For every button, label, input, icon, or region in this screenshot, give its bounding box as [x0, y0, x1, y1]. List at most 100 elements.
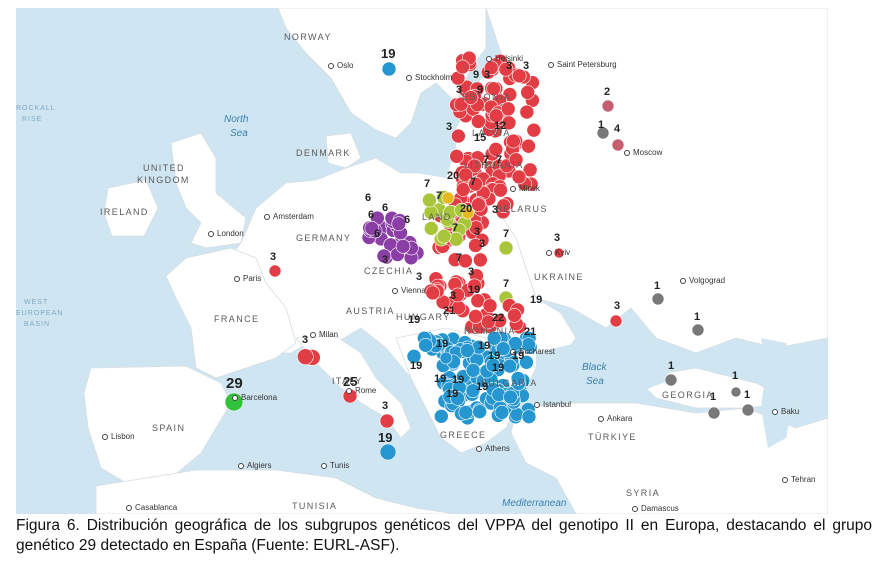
marker-group-3-paris[interactable] — [268, 264, 282, 278]
marker-group-3[interactable] — [520, 85, 536, 100]
marker-group-7[interactable] — [498, 240, 514, 256]
marker-group-19[interactable] — [494, 405, 510, 420]
marker-group-1[interactable] — [707, 406, 721, 420]
marker-group-20[interactable] — [461, 206, 475, 220]
marker-group-19[interactable] — [503, 389, 518, 405]
marker-group-7[interactable] — [423, 221, 439, 236]
marker-group-3[interactable] — [467, 158, 482, 174]
marker-group-19[interactable] — [418, 337, 433, 353]
marker-group-3[interactable] — [496, 198, 512, 214]
water-adriatic — [356, 343, 411, 388]
marker-group-6[interactable] — [376, 248, 392, 264]
asf-outbreak-markers — [224, 50, 755, 461]
marker-group-3[interactable] — [451, 128, 466, 144]
marker-group-3[interactable] — [473, 252, 488, 268]
europe-map[interactable]: NORWAY DENMARK UNITED KINGDOM IRELAND GE… — [16, 8, 828, 514]
marker-group-19[interactable] — [519, 354, 534, 370]
map-base — [83, 8, 828, 514]
marker-group-3[interactable] — [468, 176, 483, 192]
marker-group-1[interactable] — [741, 403, 755, 417]
marker-group-3[interactable] — [508, 152, 524, 168]
marker-group-3[interactable] — [450, 287, 465, 303]
marker-group-19[interactable] — [495, 341, 511, 356]
marker-group-3-italy[interactable] — [379, 413, 395, 429]
marker-group-6[interactable] — [364, 220, 380, 236]
marker-group-3-milan[interactable] — [297, 348, 314, 365]
marker-group-3[interactable] — [451, 300, 466, 315]
marker-group-3[interactable] — [468, 238, 483, 253]
marker-group-3[interactable] — [526, 122, 542, 138]
marker-group-19[interactable] — [472, 404, 487, 419]
marker-group-3[interactable] — [511, 169, 527, 185]
marker-group-3-east[interactable] — [609, 314, 623, 328]
marker-group-3[interactable] — [467, 278, 482, 294]
marker-group-7[interactable] — [423, 205, 439, 220]
marker-group-20[interactable] — [441, 191, 455, 205]
marker-group-1[interactable] — [691, 323, 705, 337]
marker-group-25[interactable] — [342, 388, 358, 404]
marker-group-3[interactable] — [522, 162, 538, 178]
land-uk — [170, 132, 247, 249]
marker-group-3[interactable] — [449, 149, 464, 164]
marker-group-3[interactable] — [471, 197, 486, 213]
marker-group-3[interactable] — [483, 60, 499, 76]
marker-group-29-spain[interactable] — [224, 392, 244, 412]
marker-group-2[interactable] — [601, 99, 615, 113]
marker-group-19[interactable] — [465, 363, 481, 378]
marker-group-3[interactable] — [458, 253, 473, 269]
marker-group-7[interactable] — [436, 228, 452, 244]
marker-group-3[interactable] — [458, 167, 473, 183]
land-france — [165, 247, 297, 379]
marker-group-6[interactable] — [395, 238, 411, 254]
marker-group-19[interactable] — [502, 358, 518, 374]
marker-group-19[interactable] — [510, 371, 526, 386]
marker-group-3-kyiv[interactable] — [553, 247, 565, 259]
marker-group-1[interactable] — [730, 386, 742, 398]
marker-group-3[interactable] — [488, 108, 504, 124]
marker-group-3[interactable] — [480, 314, 496, 330]
marker-group-19[interactable] — [521, 409, 537, 424]
marker-group-19[interactable] — [450, 391, 465, 406]
marker-group-3[interactable] — [455, 59, 470, 75]
marker-group-19[interactable] — [486, 330, 502, 346]
marker-group-3[interactable] — [500, 101, 516, 117]
marker-group-19[interactable] — [459, 343, 475, 358]
marker-group-19-sicily[interactable] — [379, 443, 397, 461]
marker-group-3[interactable] — [501, 115, 517, 131]
marker-group-19[interactable] — [406, 349, 422, 364]
figure-caption: Figura 6. Distribución geográfica de los… — [16, 517, 872, 554]
marker-group-1[interactable] — [596, 126, 610, 140]
marker-group-7[interactable] — [448, 231, 464, 247]
marker-group-3[interactable] — [455, 182, 471, 197]
marker-group-3[interactable] — [507, 308, 522, 323]
marker-group-3[interactable] — [498, 61, 514, 77]
land-turkey-mideast — [510, 402, 828, 514]
marker-group-1[interactable] — [651, 292, 665, 306]
marker-group-4[interactable] — [611, 138, 625, 152]
marker-group-19-oslo[interactable] — [381, 61, 397, 77]
marker-group-19[interactable] — [465, 383, 481, 398]
marker-group-1[interactable] — [664, 373, 678, 387]
marker-group-3[interactable] — [493, 182, 508, 198]
marker-group-3[interactable] — [521, 138, 536, 154]
marker-group-3[interactable] — [470, 293, 486, 309]
marker-group-7[interactable] — [422, 192, 437, 208]
marker-group-3[interactable] — [511, 68, 527, 84]
land-north-africa — [95, 469, 457, 514]
marker-group-3[interactable] — [506, 133, 521, 149]
marker-group-19[interactable] — [434, 408, 449, 424]
marker-group-3[interactable] — [425, 285, 441, 301]
marker-group-3[interactable] — [482, 298, 498, 314]
water-baltic — [396, 88, 456, 178]
marker-group-3[interactable] — [468, 309, 483, 324]
marker-group-3[interactable] — [486, 81, 501, 96]
marker-group-19[interactable] — [458, 405, 474, 420]
marker-group-3[interactable] — [519, 104, 535, 120]
marker-group-19[interactable] — [521, 337, 536, 352]
marker-group-6[interactable] — [391, 216, 407, 232]
marker-group-3[interactable] — [471, 114, 486, 129]
marker-group-19[interactable] — [485, 357, 501, 373]
marker-group-3[interactable] — [463, 90, 479, 105]
marker-group-3[interactable] — [488, 142, 504, 157]
marker-group-19[interactable] — [439, 351, 453, 365]
